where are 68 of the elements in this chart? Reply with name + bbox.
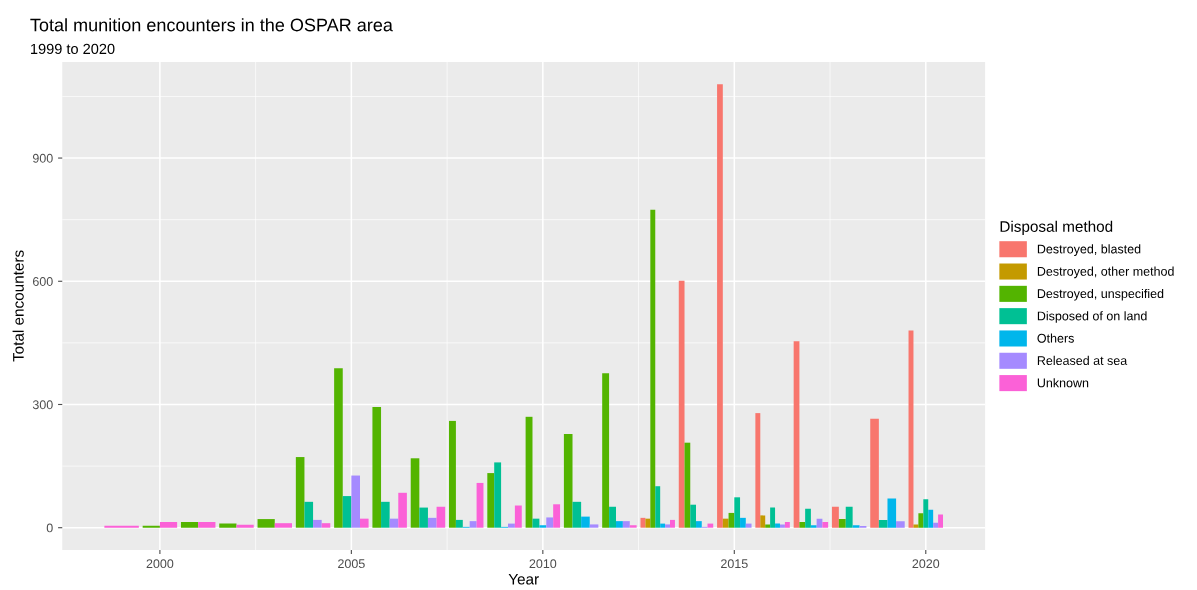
x-axis-title: Year: [508, 573, 539, 585]
bar: [779, 524, 785, 528]
y-tick-label: 0: [46, 523, 53, 533]
bar: [770, 507, 776, 528]
bar: [351, 475, 360, 528]
x-tick-label: 2010: [529, 559, 557, 569]
y-tick-label: 300: [32, 400, 53, 410]
bar: [918, 513, 924, 528]
y-tick-label: 900: [32, 153, 53, 163]
chart-subtitle: 1999 to 2020: [31, 43, 115, 55]
bar: [622, 521, 630, 528]
legend-label: Disposed of on land: [1037, 311, 1147, 323]
bar: [572, 501, 582, 528]
bar: [629, 525, 637, 528]
x-tick-label: 2005: [338, 559, 365, 569]
bar: [933, 522, 939, 528]
bar: [304, 501, 314, 528]
bar: [389, 518, 399, 528]
bar: [372, 406, 382, 528]
bar: [923, 499, 929, 528]
bar: [831, 506, 839, 528]
bar: [717, 84, 723, 528]
chart-title: Total munition encounters in the OSPAR area: [30, 18, 393, 32]
x-tick-label: 2015: [721, 559, 748, 569]
legend-title: Disposal method: [1000, 220, 1113, 235]
bar: [928, 509, 934, 528]
x-tick-label: 2000: [146, 559, 174, 569]
legend-label: Destroyed, unspecified: [1037, 288, 1164, 301]
x-tick-label: 2020: [912, 559, 940, 569]
bar: [469, 521, 477, 528]
bar: [514, 505, 522, 528]
bar: [799, 521, 806, 528]
legend-label: Others: [1037, 333, 1074, 343]
bar: [427, 517, 437, 528]
bar: [696, 521, 702, 528]
bar: [507, 523, 515, 528]
bar: [678, 280, 685, 528]
bar: [810, 525, 817, 528]
bar: [690, 504, 697, 528]
bar: [645, 518, 651, 528]
bar: [342, 496, 352, 528]
legend-label: Destroyed, other method: [1037, 266, 1174, 279]
bar: [539, 525, 547, 528]
y-tick-label: 600: [33, 277, 53, 286]
bar: [722, 518, 729, 528]
bar: [295, 457, 305, 528]
bar: [845, 506, 853, 528]
bar: [775, 523, 780, 528]
y-axis-title: Total encounters: [12, 250, 24, 362]
bar: [546, 517, 554, 528]
bar: [359, 518, 369, 528]
bar: [640, 517, 646, 528]
legend-label: Released at sea: [1037, 355, 1128, 365]
bar: [410, 458, 420, 528]
bar: [334, 368, 343, 528]
bar: [707, 523, 714, 528]
bar: [822, 521, 829, 528]
bar: [419, 507, 428, 528]
bar: [381, 501, 390, 528]
bar: [838, 519, 846, 528]
bar: [553, 504, 561, 528]
bar: [760, 515, 766, 528]
bar: [398, 492, 407, 528]
bar: [313, 519, 322, 528]
bar: [755, 413, 761, 528]
legend-label: Unknown: [1037, 378, 1089, 388]
bar: [436, 506, 446, 528]
legend-label: Destroyed, blasted: [1037, 244, 1141, 256]
